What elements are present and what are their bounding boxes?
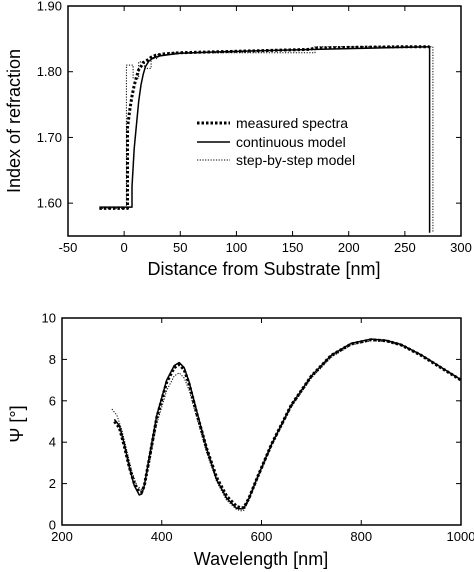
x-tick-label: 600 <box>251 529 273 544</box>
y-axis-label: Index of refraction <box>4 49 24 193</box>
y-tick-label: 1.80 <box>37 64 62 79</box>
y-tick-label: 1.90 <box>37 0 62 14</box>
x-tick-label: 0 <box>121 240 128 255</box>
y-tick-label: 10 <box>42 311 56 326</box>
y-tick-label: 6 <box>49 393 56 408</box>
y-axis-label: Ψ [°] <box>7 405 27 442</box>
x-tick-label: 400 <box>151 529 173 544</box>
y-ticks: 1.60 1.70 1.80 1.90 <box>37 0 461 211</box>
y-tick-label: 1.60 <box>37 196 62 211</box>
x-tick-label: 50 <box>173 240 187 255</box>
x-axis-label: Distance from Substrate [nm] <box>147 259 380 279</box>
legend: measured spectra continuous model step-b… <box>197 115 355 168</box>
refraction-index-chart: -50 0 50 100 150 200 250 300 1.60 1.70 1.80 1.90 m… <box>4 0 472 279</box>
x-tick-label: 100 <box>226 240 248 255</box>
x-ticks: -50 0 50 100 150 200 250 300 <box>59 6 472 255</box>
y-tick-label: 8 <box>49 352 56 367</box>
series-line-thin-dotted <box>99 46 434 233</box>
x-tick-label: 800 <box>350 529 372 544</box>
plot-frame <box>61 317 462 526</box>
legend-label: step-by-step model <box>236 152 355 168</box>
y-ticks: 0 2 4 6 8 10 <box>42 311 461 533</box>
series-line-thick-dotted <box>113 338 462 510</box>
y-tick-label: 1.70 <box>37 130 62 145</box>
x-tick-label: 150 <box>282 240 304 255</box>
x-tick-label: 300 <box>450 240 472 255</box>
series-line-thin-dotted <box>111 340 462 512</box>
y-tick-label: 4 <box>49 435 56 450</box>
x-tick-label: 200 <box>338 240 360 255</box>
legend-label: continuous model <box>236 134 346 150</box>
series-line-solid <box>113 338 462 510</box>
plot-frame <box>67 5 462 237</box>
x-axis-label: Wavelength [nm] <box>194 549 328 569</box>
x-tick-label: 200 <box>51 529 73 544</box>
series-line-solid <box>99 45 431 233</box>
x-ticks: 200 400 600 800 1000 <box>51 318 474 544</box>
series-layer <box>99 45 434 233</box>
y-tick-label: 0 <box>49 518 56 533</box>
x-tick-label: -50 <box>59 240 78 255</box>
psi-spectrum-chart: 200 400 600 800 1000 0 2 4 6 8 10 Wavelength [nm]… <box>7 311 474 570</box>
x-tick-label: 1000 <box>447 529 474 544</box>
x-tick-label: 250 <box>394 240 416 255</box>
y-tick-label: 2 <box>49 476 56 491</box>
series-layer <box>111 338 462 512</box>
legend-label: measured spectra <box>236 115 348 131</box>
